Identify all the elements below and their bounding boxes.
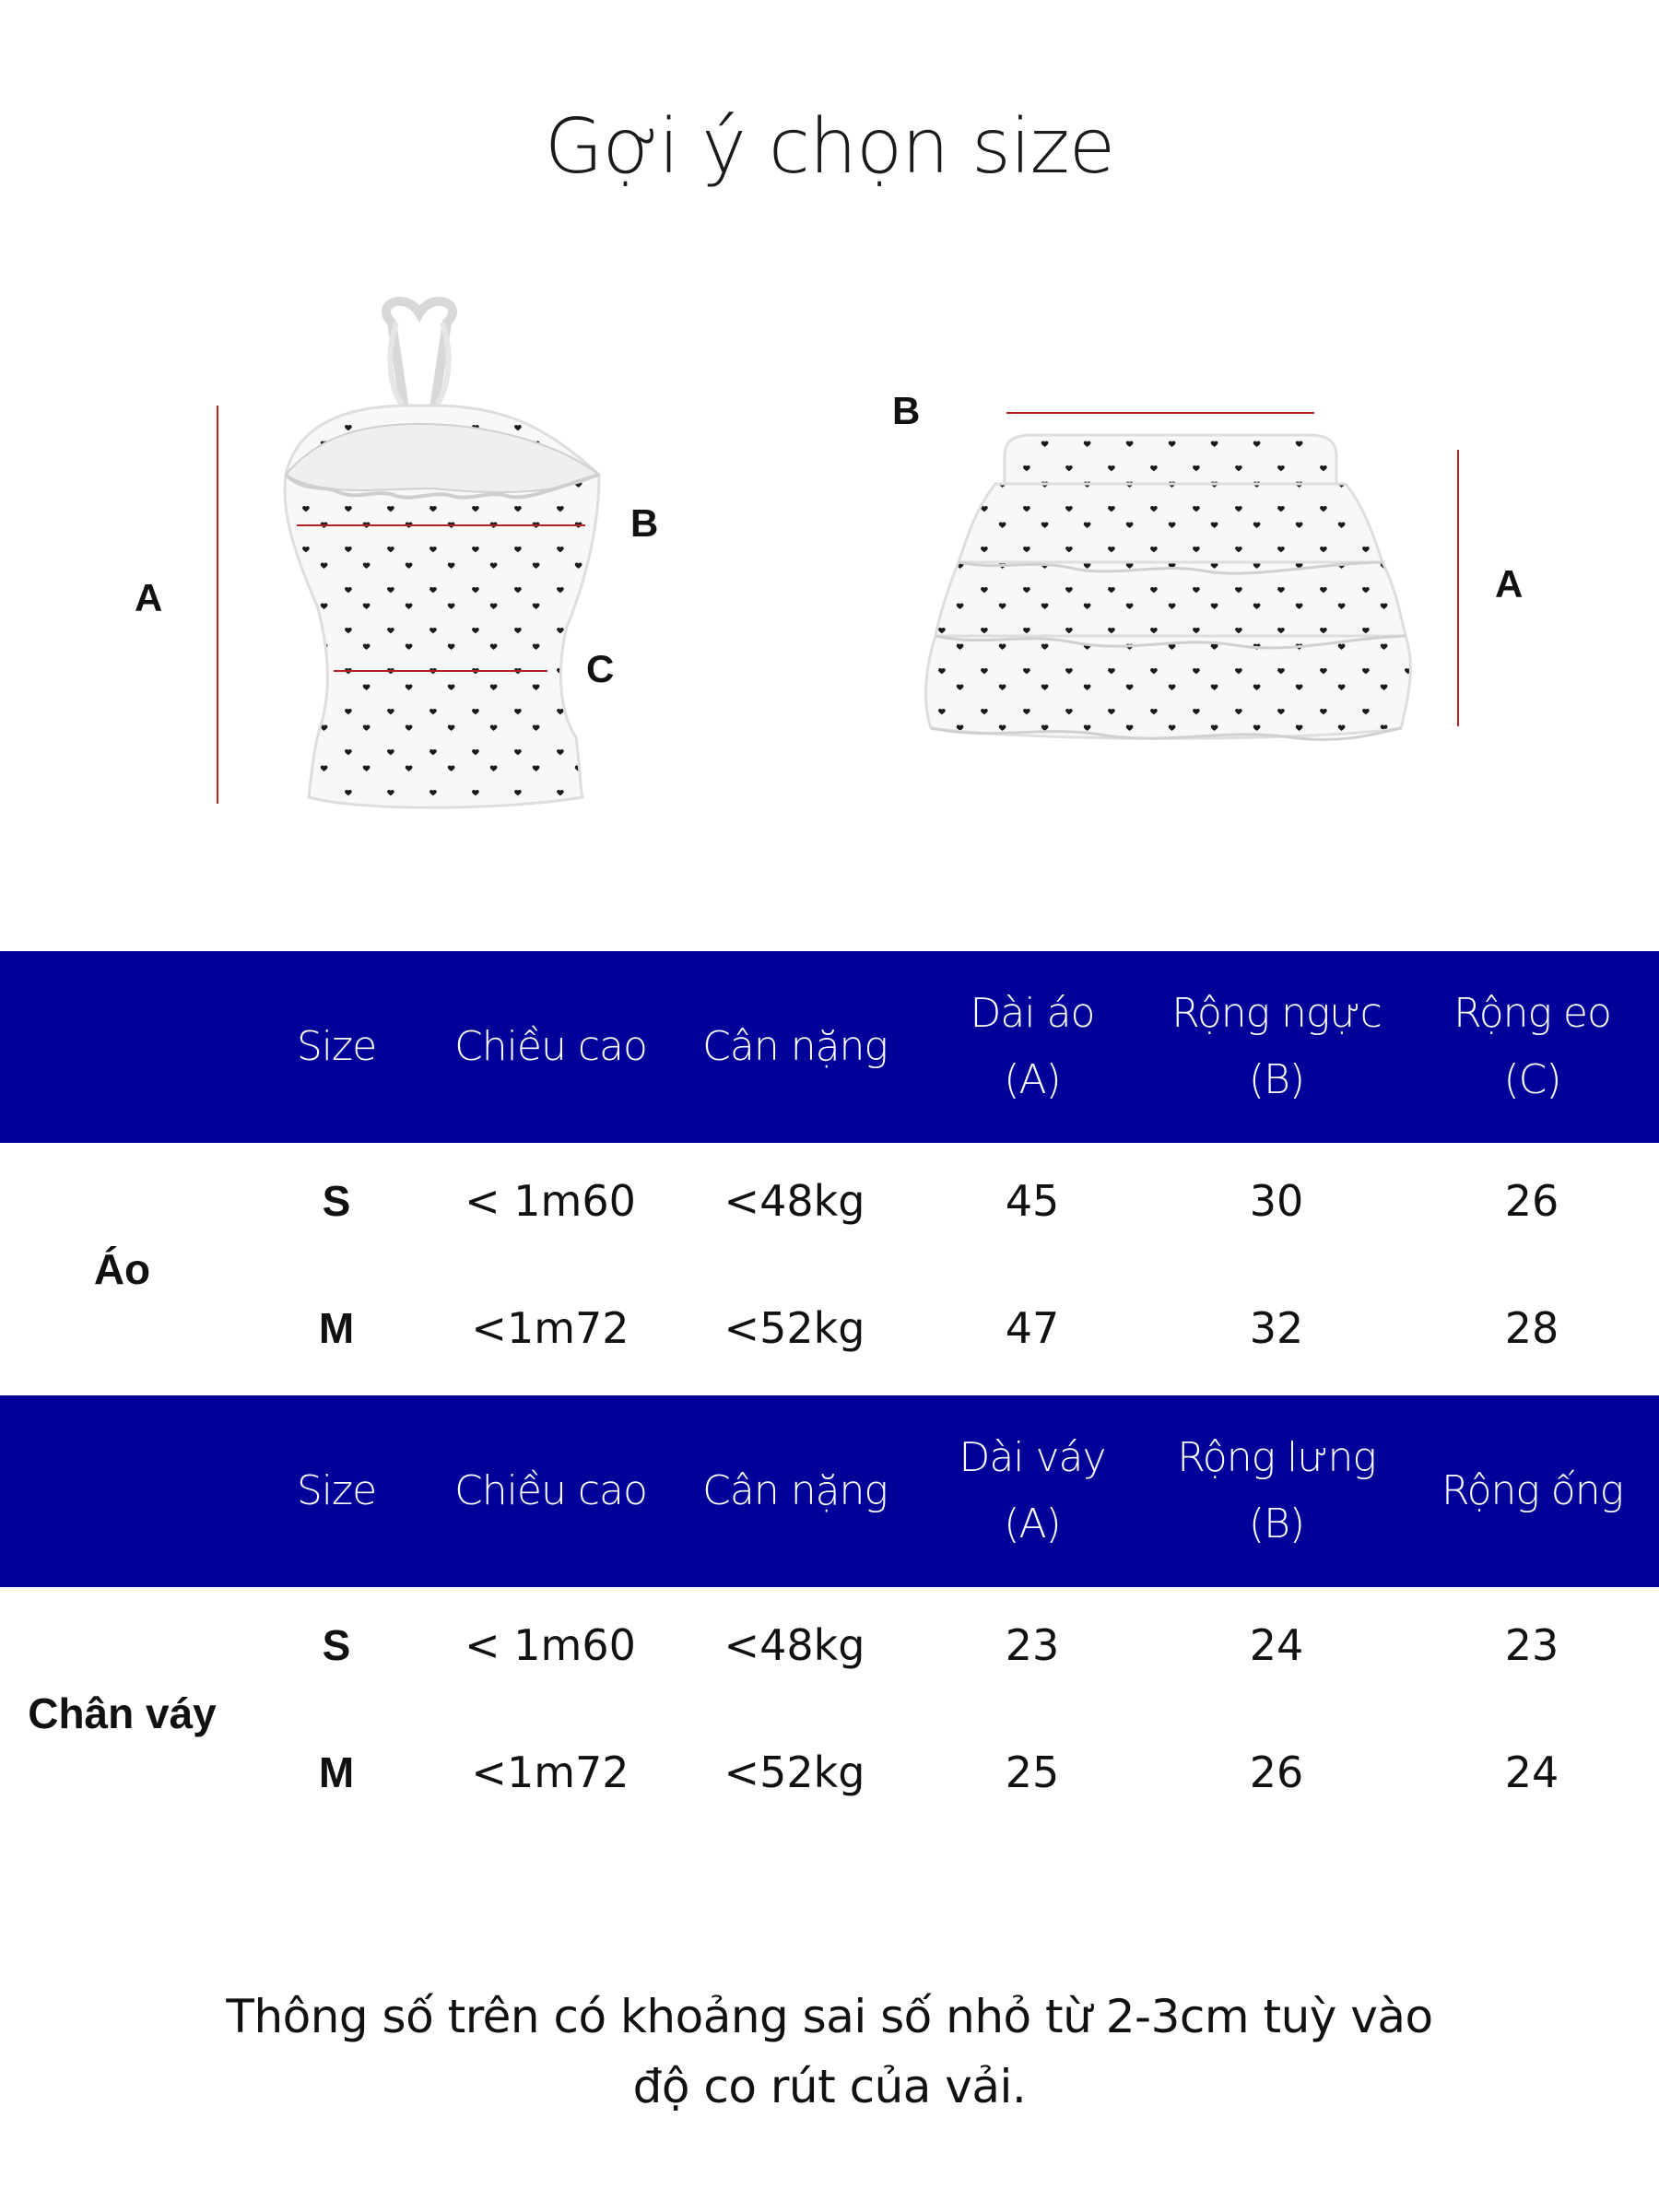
top-label-c: C xyxy=(586,647,615,690)
tiered-skirt-illustration xyxy=(924,433,1412,741)
header-waist-b: Rộng lưng (B) xyxy=(1177,1434,1377,1547)
top-table-header: Size Chiều cao Cân nặng Dài áo (A) Rộng … xyxy=(0,951,1659,1143)
header-waist-c: Rộng eo (C) xyxy=(1453,990,1612,1103)
skirt-label-b: B xyxy=(892,389,921,432)
top-group-label: Áo xyxy=(93,1245,151,1293)
header-bust-b: Rộng ngực (B) xyxy=(1171,990,1382,1103)
tolerance-note: Thông số trên có khoảng sai số nhỏ từ 2-… xyxy=(0,1982,1659,2122)
skirt-label-a: A xyxy=(1495,562,1524,606)
note-line-2: độ co rút của vải. xyxy=(632,2060,1027,2113)
header-length-a: Dài áo (A) xyxy=(970,990,1096,1103)
measurement-diagram: A B C B A xyxy=(0,295,1659,866)
halter-top-illustration xyxy=(283,296,601,809)
note-line-1: Thông số trên có khoảng sai số nhỏ từ 2-… xyxy=(226,1990,1433,2043)
header-size: Size xyxy=(296,1023,377,1070)
page-title: Gợi ý chọn size xyxy=(544,103,1115,191)
skirt-table-header: Size Chiều cao Cân nặng Dài váy (A) Rộng… xyxy=(0,1395,1659,1587)
garment-illustrations xyxy=(217,296,1459,809)
top-label-b: B xyxy=(630,501,659,545)
top-label-a: A xyxy=(135,576,163,619)
header-weight: Cân nặng xyxy=(702,1467,888,1514)
top-table-body: Áo S < 1m60 <48kg 45 30 26 M <1m72 <52kg… xyxy=(0,1143,1659,1395)
header-weight: Cân nặng xyxy=(702,1023,888,1070)
header-height: Chiều cao xyxy=(454,1467,648,1514)
skirt-group-label: Chân váy xyxy=(28,1689,217,1737)
header-height: Chiều cao xyxy=(454,1023,648,1070)
header-skirt-length-a: Dài váy (A) xyxy=(959,1434,1106,1547)
header-size: Size xyxy=(296,1467,377,1514)
skirt-table-body: Chân váy S < 1m60 <48kg 23 24 23 M <1m72… xyxy=(0,1587,1659,1840)
header-hem-width: Rộng ống xyxy=(1441,1467,1624,1514)
